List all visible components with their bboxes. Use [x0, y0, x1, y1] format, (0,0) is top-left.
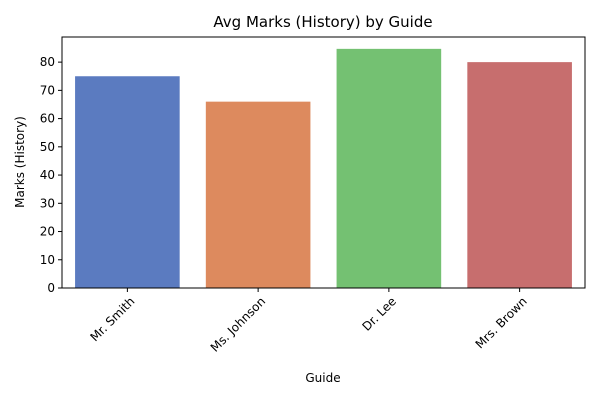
y-tick-label: 80: [40, 55, 55, 69]
bar-mr-smith: [75, 76, 180, 289]
y-tick-label: 10: [40, 253, 55, 267]
bar-ms-johnson: [205, 101, 311, 288]
x-tick-label: Dr. Lee: [359, 294, 399, 334]
plot-frame: [61, 36, 586, 289]
y-tick-label: 0: [47, 281, 55, 295]
y-axis-label: Marks (History): [13, 116, 27, 208]
y-tick-label: 50: [40, 140, 55, 154]
bar-mrs-brown: [467, 62, 572, 288]
x-tick-label: Mr. Smith: [87, 294, 137, 344]
y-tick-label: 70: [40, 83, 55, 97]
x-axis-label: Guide: [305, 371, 340, 385]
y-tick-label: 30: [40, 196, 55, 210]
x-tick-label: Ms. Johnson: [208, 294, 268, 354]
y-tick-label: 20: [40, 225, 55, 239]
bar-dr-lee: [336, 48, 442, 288]
plot-area: 0 10 20 30 40 50 60 70 80 Mr. Smith Ms. Johnson Dr.…: [40, 36, 586, 355]
y-tick-label: 60: [40, 112, 55, 126]
chart-title: Avg Marks (History) by Guide: [213, 13, 432, 31]
y-tick-label: 40: [40, 168, 55, 182]
x-tick-label: Mrs. Brown: [473, 294, 530, 351]
